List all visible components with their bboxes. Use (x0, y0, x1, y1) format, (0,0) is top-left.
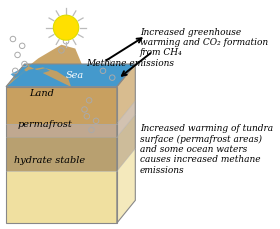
Polygon shape (6, 65, 135, 87)
Text: hydrate stable: hydrate stable (14, 155, 85, 164)
Polygon shape (117, 115, 135, 172)
Circle shape (53, 16, 79, 41)
Text: Sea: Sea (66, 71, 84, 79)
Text: Land: Land (29, 89, 54, 98)
Polygon shape (6, 46, 82, 87)
Polygon shape (117, 65, 135, 124)
Text: permafrost: permafrost (18, 119, 73, 128)
Polygon shape (117, 101, 135, 138)
Polygon shape (117, 149, 135, 223)
Polygon shape (6, 124, 117, 138)
Polygon shape (6, 172, 117, 223)
Text: Increased warming of tundra
surface (permafrost areas)
and some ocean waters
cau: Increased warming of tundra surface (per… (140, 124, 273, 174)
Polygon shape (6, 87, 117, 124)
Text: Methane emissions: Methane emissions (86, 59, 174, 68)
Polygon shape (6, 138, 117, 172)
Polygon shape (11, 69, 27, 79)
Text: Increased greenhouse
warming and CO₂ formation
from CH₄: Increased greenhouse warming and CO₂ for… (140, 27, 268, 57)
Polygon shape (29, 69, 50, 76)
